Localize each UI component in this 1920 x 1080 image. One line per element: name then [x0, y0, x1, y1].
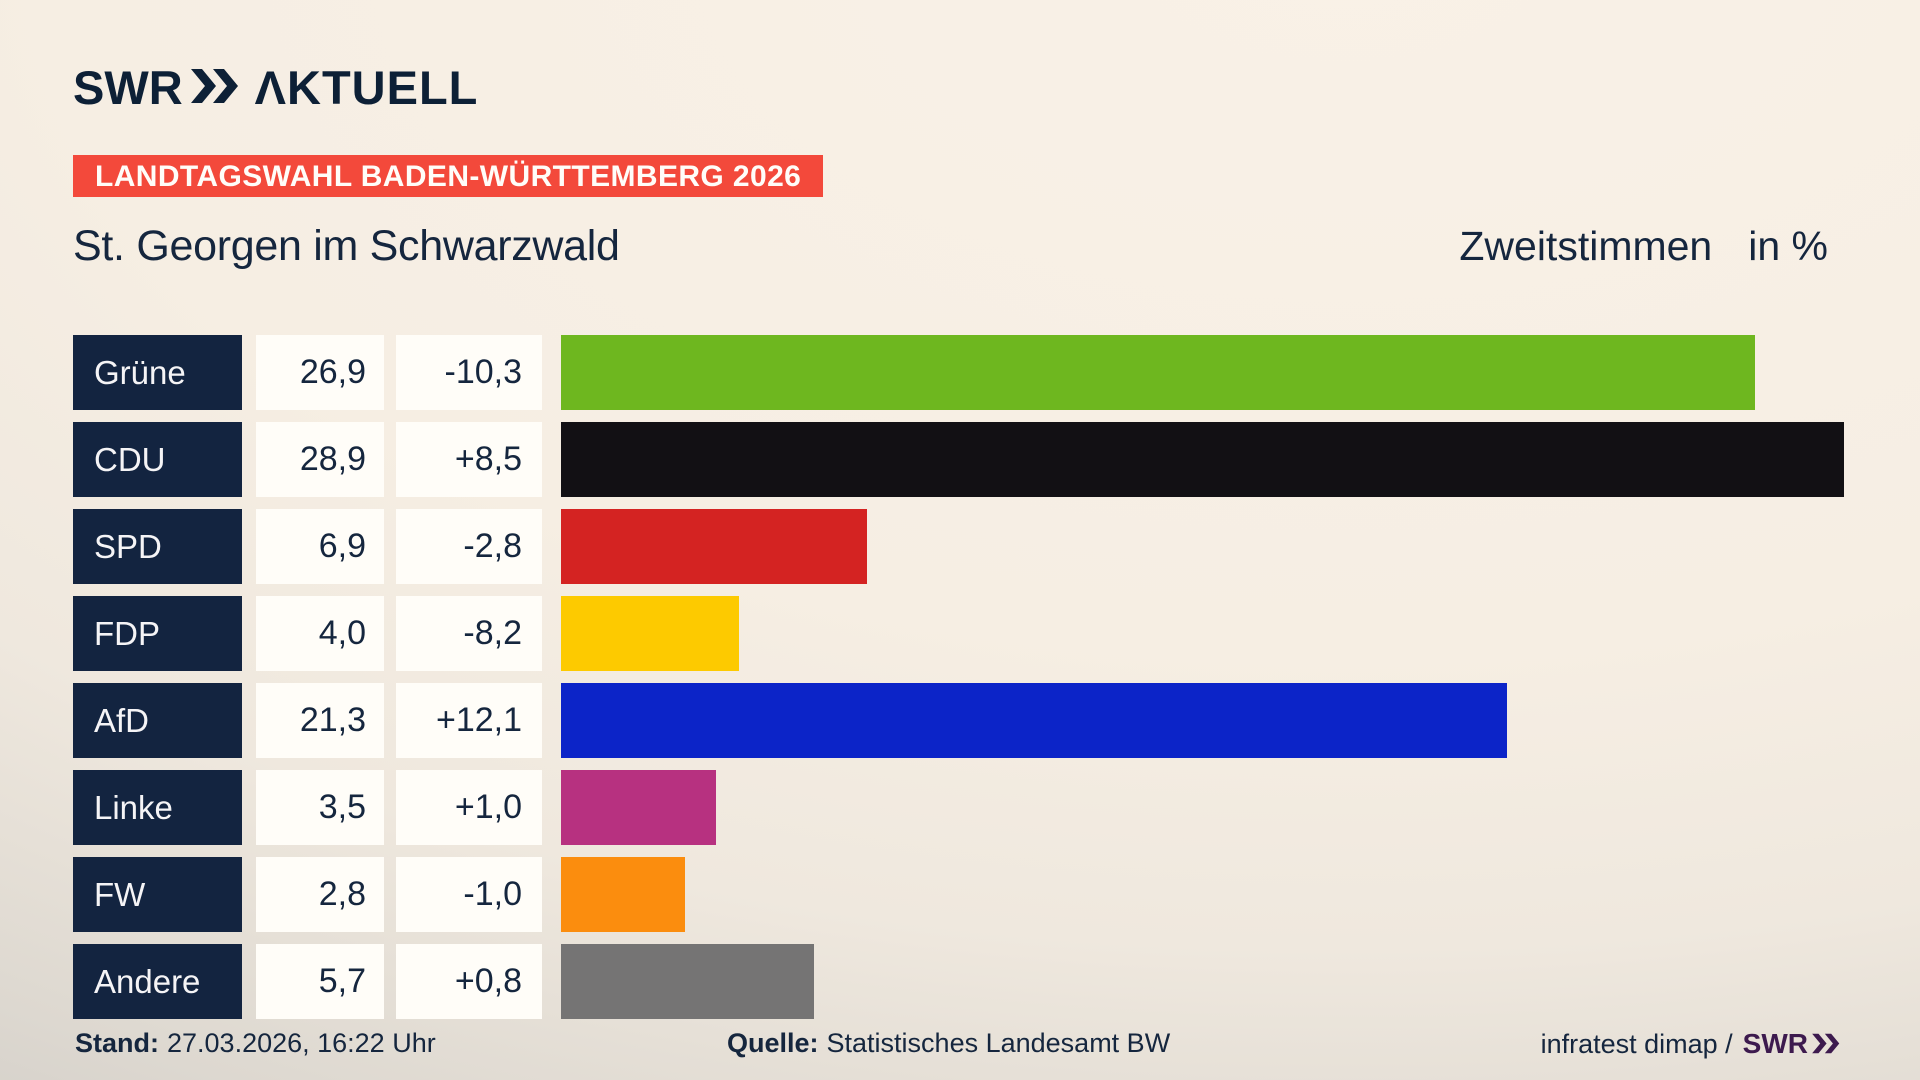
party-value: 5,7 [256, 944, 384, 1019]
party-change: +0,8 [396, 944, 542, 1019]
swr-aktuell-logo: SWR ΛKTUELL [73, 64, 478, 111]
party-change: +1,0 [396, 770, 542, 845]
double-chevron-icon [189, 68, 241, 109]
bar-track [561, 335, 1844, 410]
party-row: CDU 28,9 +8,5 [73, 422, 1920, 497]
party-label: SPD [73, 509, 242, 584]
party-row: SPD 6,9 -2,8 [73, 509, 1920, 584]
party-label: FW [73, 857, 242, 932]
stand-value: 27.03.2026, 16:22 Uhr [167, 1028, 436, 1058]
party-row: AfD 21,3 +12,1 [73, 683, 1920, 758]
party-change: -1,0 [396, 857, 542, 932]
stand-info: Stand: 27.03.2026, 16:22 Uhr [75, 1026, 436, 1060]
party-label: Grüne [73, 335, 242, 410]
bar [561, 509, 868, 584]
party-value: 26,9 [256, 335, 384, 410]
bar [561, 770, 717, 845]
bar-track [561, 596, 1844, 671]
party-label: FDP [73, 596, 242, 671]
swr-credit-logo: SWR [1743, 1026, 1841, 1062]
credit-info: infratest dimap / SWR [1541, 1026, 1841, 1062]
swr-credit-text: SWR [1742, 1028, 1808, 1059]
bar-track [561, 857, 1844, 932]
party-change: +8,5 [396, 422, 542, 497]
party-row: Andere 5,7 +0,8 [73, 944, 1920, 1019]
bar-track [561, 683, 1844, 758]
party-value: 28,9 [256, 422, 384, 497]
vote-type-text: Zweitstimmen [1459, 223, 1713, 269]
credit-text: infratest dimap / [1540, 1029, 1733, 1059]
title-row: St. Georgen im Schwarzwald Zweitstimmen … [73, 222, 1828, 271]
party-value: 6,9 [256, 509, 384, 584]
bar-track [561, 944, 1844, 1019]
party-label: Andere [73, 944, 242, 1019]
vote-type-label: Zweitstimmen in % [1459, 223, 1828, 270]
election-banner: LANDTAGSWAHL BADEN-WÜRTTEMBERG 2026 [73, 155, 824, 197]
party-value: 2,8 [256, 857, 384, 932]
bar [561, 683, 1507, 758]
party-row: FDP 4,0 -8,2 [73, 596, 1920, 671]
party-value: 4,0 [256, 596, 384, 671]
party-value: 3,5 [256, 770, 384, 845]
bar-chart: Grüne 26,9 -10,3 CDU 28,9 +8,5 SPD 6,9 -… [73, 335, 1920, 1031]
party-label: AfD [73, 683, 242, 758]
bar-track [561, 422, 1844, 497]
bar [561, 422, 1844, 497]
party-change: -8,2 [396, 596, 542, 671]
bar [561, 335, 1756, 410]
bar-track [561, 770, 1844, 845]
double-chevron-icon [1811, 1028, 1841, 1062]
source-label: Quelle: [727, 1028, 819, 1058]
source-value: Statistisches Landesamt BW [826, 1028, 1171, 1058]
party-row: Grüne 26,9 -10,3 [73, 335, 1920, 410]
party-value: 21,3 [256, 683, 384, 758]
party-row: Linke 3,5 +1,0 [73, 770, 1920, 845]
party-change: -10,3 [396, 335, 542, 410]
bar-track [561, 509, 1844, 584]
bar [561, 857, 686, 932]
party-row: FW 2,8 -1,0 [73, 857, 1920, 932]
party-change: +12,1 [396, 683, 542, 758]
bar [561, 944, 815, 1019]
stand-label: Stand: [75, 1028, 159, 1058]
aktuell-logo-text: ΛKTUELL [254, 61, 479, 114]
swr-logo-text: SWR [73, 61, 183, 114]
party-change: -2,8 [396, 509, 542, 584]
bar [561, 596, 739, 671]
unit-label: in % [1748, 223, 1828, 269]
party-label: Linke [73, 770, 242, 845]
source-info: Quelle: Statistisches Landesamt BW [727, 1026, 1170, 1060]
municipality-title: St. Georgen im Schwarzwald [73, 222, 620, 270]
party-label: CDU [73, 422, 242, 497]
